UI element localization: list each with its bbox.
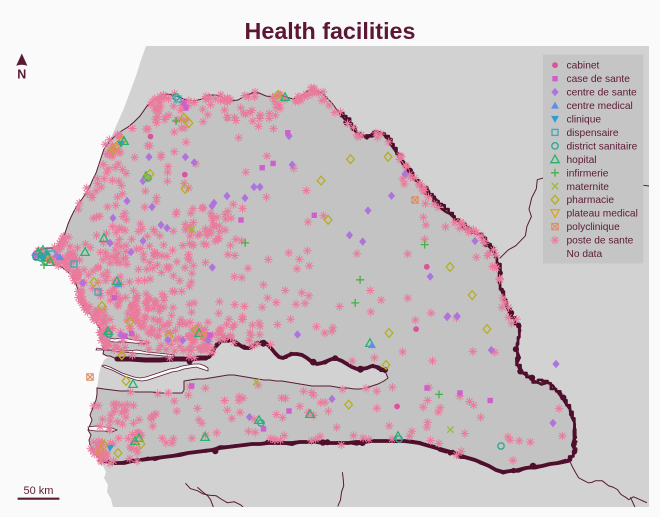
svg-text:N: N [17,68,26,82]
svg-text:hopital: hopital [567,155,597,166]
svg-text:poste de sante: poste de sante [567,236,634,247]
svg-text:district sanitaire: district sanitaire [567,141,638,152]
svg-text:infirmerie: infirmerie [567,168,609,179]
svg-text:dispensaire: dispensaire [567,128,619,139]
svg-text:pharmacie: pharmacie [567,195,615,206]
svg-text:cabinet: cabinet [567,61,600,72]
svg-text:maternite: maternite [567,182,610,193]
svg-text:plateau medical: plateau medical [567,209,638,220]
svg-text:50 km: 50 km [24,485,54,497]
svg-text:case de sante: case de sante [567,74,631,85]
svg-text:centre de sante: centre de sante [567,88,638,99]
svg-text:clinique: clinique [567,115,602,126]
svg-text:polyclinique: polyclinique [567,222,621,233]
svg-text:centre medical: centre medical [567,101,633,112]
svg-text:No data: No data [567,249,603,260]
svg-text:Health facilities: Health facilities [245,18,416,44]
